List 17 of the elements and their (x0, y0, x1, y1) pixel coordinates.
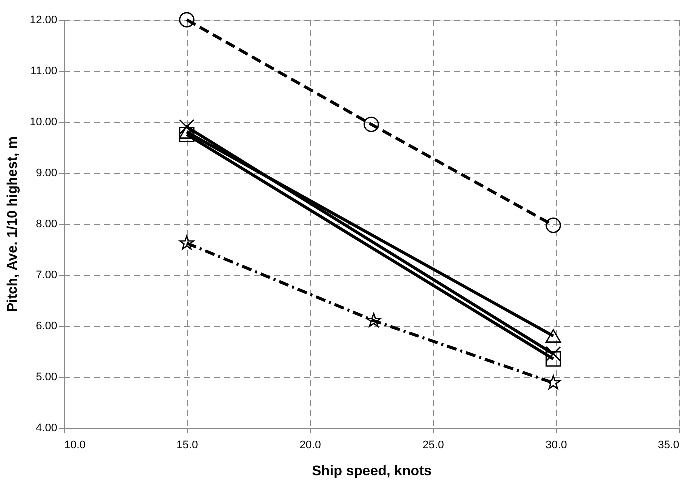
x-tick-label: 25.0 (422, 440, 444, 452)
x-axis-title: Ship speed, knots (312, 462, 432, 478)
y-tick-label: 12.00 (30, 14, 58, 26)
x-tick-label: 15.0 (176, 440, 198, 452)
y-tick-label: 9.00 (36, 168, 58, 180)
y-axis-title: Pitch, Ave. 1/10 highest, m (4, 136, 20, 312)
y-tick-label: 5.00 (36, 372, 58, 384)
y-tick-label: 8.00 (36, 218, 58, 230)
y-tick-label: 7.00 (36, 270, 58, 282)
y-tick-label: 6.00 (36, 320, 58, 332)
x-tick-label: 30.0 (546, 440, 568, 452)
y-tick-label: 11.00 (30, 66, 58, 78)
y-tick-label: 10.00 (30, 116, 58, 128)
x-tick-label: 35.0 (658, 440, 680, 452)
x-tick-label: 20.0 (300, 440, 322, 452)
y-tick-label: 4.00 (36, 422, 58, 434)
x-tick-label: 10.0 (64, 440, 86, 452)
